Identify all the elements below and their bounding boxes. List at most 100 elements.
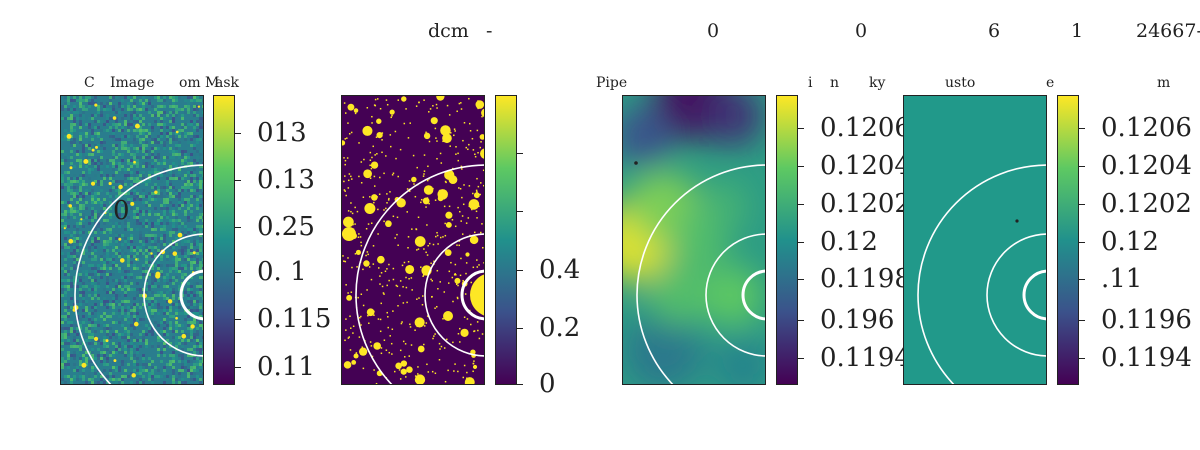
noise-pixel (115, 246, 118, 249)
mask-pixel (373, 185, 376, 187)
noise-pixel (190, 189, 193, 192)
bright-speck (80, 218, 83, 221)
mask-pixel (397, 244, 399, 247)
noise-pixel (82, 132, 85, 135)
noise-pixel (133, 357, 136, 360)
noise-pixel (151, 306, 154, 309)
noise-pixel (169, 312, 172, 315)
noise-pixel (88, 330, 91, 333)
mask-pixel (392, 172, 395, 175)
noise-pixel (124, 327, 127, 330)
noise-pixel (130, 189, 133, 192)
noise-pixel (172, 231, 175, 234)
mask-pixel (480, 182, 482, 184)
noise-pixel (133, 195, 136, 198)
noise-pixel (94, 159, 97, 162)
noise-pixel (70, 210, 73, 213)
noise-pixel (133, 135, 136, 138)
noise-pixel (106, 279, 109, 282)
noise-pixel (181, 186, 184, 189)
noise-pixel (121, 135, 124, 138)
noise-pixel (100, 144, 103, 147)
noise-pixel (184, 342, 187, 345)
noise-pixel (100, 210, 103, 213)
noise-pixel (121, 363, 124, 366)
noise-pixel (193, 318, 196, 321)
ring-outer (636, 164, 765, 384)
noise-pixel (175, 147, 178, 150)
noise-pixel (130, 237, 133, 240)
noise-pixel (172, 207, 175, 210)
mask-pixel (390, 342, 393, 345)
noise-pixel (154, 237, 157, 240)
ring-inner (460, 269, 484, 321)
noise-pixel (190, 267, 193, 270)
noise-pixel (112, 159, 115, 162)
noise-pixel (121, 339, 124, 342)
mask-pixel (391, 174, 394, 176)
noise-pixel (166, 201, 169, 204)
noise-pixel (154, 201, 157, 204)
noise-pixel (118, 201, 121, 204)
noise-pixel (91, 237, 94, 240)
noise-pixel (124, 96, 127, 99)
noise-pixel (196, 318, 199, 321)
noise-pixel (97, 111, 100, 114)
noise-pixel (163, 327, 166, 330)
noise-pixel (181, 342, 184, 345)
mask-pixel (428, 140, 431, 143)
noise-pixel (121, 288, 124, 291)
noise-pixel (118, 105, 121, 108)
noise-pixel (172, 357, 175, 360)
panel1-subtitle-part: C (84, 75, 95, 91)
mask-pixel (345, 194, 347, 197)
noise-pixel (172, 330, 175, 333)
noise-pixel (76, 366, 79, 369)
noise-pixel (67, 99, 70, 102)
mask-pixel (378, 267, 380, 269)
noise-pixel (64, 336, 67, 339)
noise-pixel (121, 378, 124, 381)
noise-pixel (79, 273, 82, 276)
noise-pixel (133, 318, 136, 321)
noise-pixel (187, 240, 190, 243)
noise-pixel (133, 267, 136, 270)
bright-speck (119, 258, 125, 263)
noise-pixel (94, 309, 97, 312)
noise-pixel (193, 378, 196, 381)
noise-pixel (127, 174, 130, 177)
noise-pixel (67, 243, 70, 246)
noise-pixel (64, 300, 67, 303)
noise-pixel (133, 309, 136, 312)
noise-pixel (157, 105, 160, 108)
mask-pixel (426, 315, 429, 317)
noise-pixel (133, 327, 136, 330)
noise-pixel (175, 267, 178, 270)
noise-pixel (148, 111, 151, 114)
noise-pixel (70, 384, 73, 385)
noise-pixel (169, 186, 172, 189)
noise-pixel (190, 333, 193, 336)
mask-pixel (394, 237, 396, 239)
noise-pixel (103, 252, 106, 255)
noise-pixel (160, 120, 163, 123)
noise-pixel (79, 198, 82, 201)
noise-pixel (196, 339, 199, 342)
noise-pixel (94, 255, 97, 258)
noise-pixel (130, 132, 133, 135)
noise-pixel (151, 300, 154, 303)
noise-pixel (133, 141, 136, 144)
noise-pixel (145, 180, 148, 183)
noise-pixel (91, 189, 94, 192)
noise-pixel (154, 96, 157, 99)
noise-pixel (175, 354, 178, 357)
noise-pixel (193, 114, 196, 117)
noise-pixel (190, 96, 193, 99)
noise-pixel (190, 366, 193, 369)
noise-pixel (148, 213, 151, 216)
noise-pixel (157, 264, 160, 267)
noise-pixel (103, 219, 106, 222)
noise-pixel (196, 252, 199, 255)
noise-pixel (73, 378, 76, 381)
noise-pixel (76, 300, 79, 303)
